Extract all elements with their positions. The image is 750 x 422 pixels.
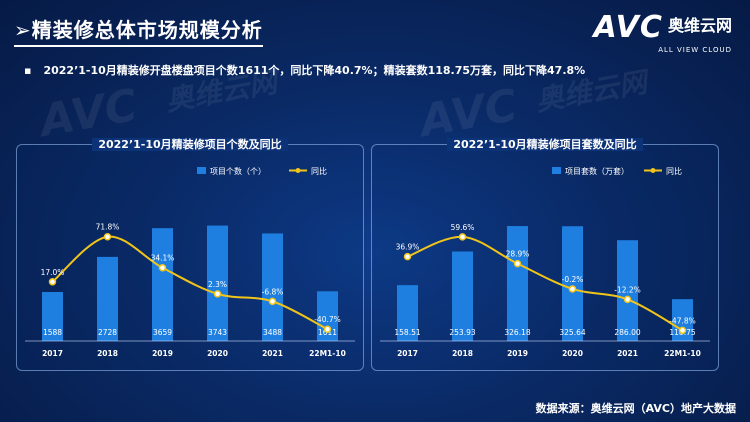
x-tick-label: 2018 [452,349,473,358]
chart-bar [562,226,583,341]
legend-line-label: 同比 [666,166,682,176]
bar-value-label: 325.64 [559,328,585,337]
yoy-point [568,285,577,293]
yoy-point [213,290,222,298]
x-tick-label: 2020 [207,349,228,358]
chart-bar [207,225,228,341]
yoy-value-label: 34.1% [151,254,175,263]
chart-bar [42,292,63,341]
yoy-point [513,259,522,268]
chart-bar [507,226,528,341]
yoy-value-label: 59.6% [451,223,475,232]
chart-title: 2022’1-10月精装修项目个数及同比 [92,138,288,151]
x-tick-label: 2019 [152,349,173,358]
chart-bar [97,256,118,341]
x-tick-label: 2021 [617,349,638,358]
yoy-value-label: -6.8% [262,287,284,296]
chart-bar [317,291,338,341]
yoy-value-label: 36.9% [396,243,420,252]
x-tick-label: 2019 [507,349,528,358]
brand-logo-en: ALL VIEW CLOUD [658,46,732,54]
brand-logo: AVC 奥维云网 ALL VIEW CLOUD [593,10,732,54]
yoy-value-label: -47.8% [669,316,696,325]
yoy-point [678,326,687,335]
chart-panel-projects: 2022’1-10月精装修项目个数及同比 项目个数（个） 同比 1588 2728 36… [16,138,364,371]
x-tick-label: 2017 [42,349,63,358]
x-tick-label: 2018 [97,349,118,358]
bar-series: 158827283659374334881611 [42,225,338,341]
line-series: 36.9% 59.6% 28.9% -0.2% -12.2% -47.8% [396,223,696,335]
yoy-point [403,252,412,261]
chart-projects: 项目个数（个）同比1588272836593743348816112017201… [25,166,355,358]
yoy-value-label: -0.2% [562,275,584,284]
yoy-point [458,233,467,241]
legend-bar-label: 项目套数（万套） [565,166,629,176]
yoy-value-label: 2.3% [208,280,227,289]
chart-bar [152,228,173,341]
bar-value-label: 2728 [98,328,117,337]
bar-value-label: 326.18 [504,328,530,337]
bullet-icon: ▪ [24,64,32,77]
bar-value-label: 3743 [208,328,227,337]
x-tick-label: 2020 [562,349,583,358]
chart-bar [672,299,693,341]
legend-line-marker [650,168,656,173]
yoy-value-label: -12.2% [614,285,641,294]
yoy-value-label: -40.7% [314,315,341,324]
brand-logo-cn: 奥维云网 [667,16,732,35]
yoy-point [268,297,277,306]
chart-bar [617,240,638,341]
bar-value-label: 286.00 [614,328,640,337]
chart-bar [452,251,473,341]
legend-bar-label: 项目个数（个） [210,166,266,176]
yoy-line [51,235,328,331]
chart-title: 2022’1-10月精装修项目套数及同比 [447,138,643,151]
yoy-value-label: 17.0% [41,268,65,277]
chart-legend: 项目套数（万套） 同比 [552,166,682,176]
bar-value-label: 1588 [43,328,62,337]
summary-text: 2022’1-10月精装修开盘楼盘项目个数1611个，同比下降40.7%；精装套… [43,64,586,77]
x-tick-label: 2021 [262,349,283,358]
x-tick-label: 22M1-10 [664,349,701,358]
bar-value-label: 3659 [153,328,172,337]
yoy-value-label: 28.9% [506,250,530,259]
chart-bar [262,233,283,341]
yoy-point [158,263,167,272]
brand-logo-text: AVC [593,10,663,45]
chart-panel-units: 2022’1-10月精装修项目套数及同比 项目套数（万套） 同比 158.51 253… [371,138,719,371]
yoy-point [623,295,632,304]
yoy-line [407,235,683,332]
chart-bar [397,285,418,341]
legend-bar-swatch [197,167,206,174]
chart-units: 项目套数（万套） 同比 158.51 253.93 326.18 325.64 286.00… [380,166,710,358]
legend-line-label: 同比 [311,166,327,176]
yoy-value-label: 71.8% [96,223,120,232]
yoy-point [103,232,112,241]
summary-line: ▪ 2022’1-10月精装修开盘楼盘项目个数1611个，同比下降40.7%；精装… [24,62,585,78]
x-tick-label: 22M1-10 [309,349,346,358]
legend-bar-swatch [552,167,561,174]
bar-value-label: 253.93 [449,328,475,337]
data-source: 数据来源：奥维云网（AVC）地产大数据 [535,402,736,415]
bar-value-label: 3488 [263,328,282,337]
yoy-point [323,325,332,333]
chart-legend: 项目个数（个） 同比 [197,166,327,176]
x-tick-label: 2017 [397,349,418,358]
yoy-point [48,278,57,286]
bar-value-label: 158.51 [394,328,420,337]
page-title: ➢精装修总体市场规模分析 [14,14,263,47]
legend-line-marker [295,168,301,173]
line-series: 17.0% 71.8% 34.1% 2.3% -6.8% -40.7% [41,223,341,333]
